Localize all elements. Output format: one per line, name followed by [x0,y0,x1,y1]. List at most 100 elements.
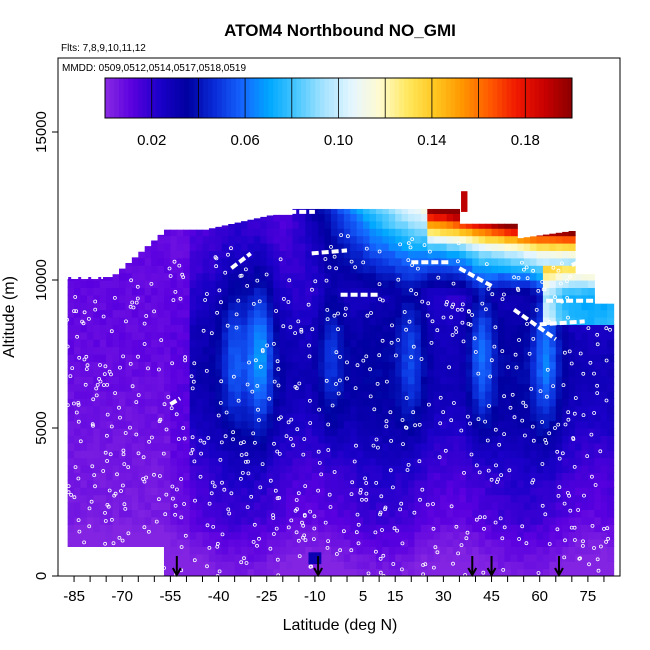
heatmap-cell [234,509,242,518]
heatmap-cell [542,465,550,473]
heatmap-cell [369,391,377,399]
heatmap-cell [395,354,403,362]
heatmap-cell [363,339,371,348]
observation-point [182,502,187,506]
heatmap-cell [106,524,114,533]
heatmap-cell [465,324,473,333]
observation-point [239,453,244,457]
heatmap-cell [530,568,538,576]
heatmap-cell [74,531,82,540]
heatmap-cell [273,243,281,251]
observation-point [433,545,438,550]
observation-point [384,424,389,429]
heatmap-cell [440,405,448,414]
heatmap-cell [330,324,338,333]
heatmap-cell [440,450,448,459]
heatmap-cell [472,391,480,399]
heatmap-cell [388,405,396,414]
heatmap-cell [497,346,505,355]
heatmap-cell [350,354,358,362]
heatmap-cell [427,546,435,555]
heatmap-cell [440,302,448,311]
heatmap-cell [183,398,191,407]
heatmap-cell [260,265,268,274]
colorbar-segment [525,78,531,118]
observation-point [308,509,313,514]
heatmap-cell [510,502,518,510]
heatmap-cell [279,502,287,510]
heatmap-cell [375,346,383,355]
heatmap-cell [144,457,152,466]
colorbar-segment [137,78,143,118]
observation-point [76,402,81,407]
heatmap-cell [395,428,403,436]
heatmap-cell [395,524,403,533]
observation-point [302,514,307,518]
heatmap-cell [247,465,255,473]
heatmap-cell [286,502,294,510]
heatmap-cell [504,391,512,399]
heatmap-cell [555,243,563,251]
heatmap-cell [343,442,351,451]
heatmap-cell [119,413,127,422]
heatmap-cell [273,383,281,392]
observation-point [353,386,358,391]
heatmap-cell [176,361,184,370]
observation-point [179,515,184,520]
heatmap-cell [131,309,139,318]
heatmap-cell [202,509,210,518]
heatmap-cell [369,324,377,333]
heatmap-cell [260,272,268,281]
heatmap-cell [196,287,204,296]
heatmap-cell [260,294,268,303]
observation-point [332,313,337,318]
heatmap-cell [273,465,281,473]
heatmap-cell [337,531,345,540]
observation-point [540,279,545,284]
heatmap-cell [427,509,435,518]
heatmap-cell [202,465,210,473]
observation-point [408,245,413,250]
heatmap-cell [253,546,261,555]
heatmap-cell [408,208,416,214]
heatmap-cell [112,465,120,473]
heatmap-cell [517,568,525,576]
heatmap-cell [369,398,377,407]
heatmap-cell [67,302,75,311]
heatmap-cell [318,457,326,466]
observation-point [407,319,412,324]
heatmap-cell [440,502,448,510]
heatmap-cell [157,324,165,333]
heatmap-cell [401,428,409,436]
heatmap-cell [491,265,499,274]
heatmap-cell [292,398,300,407]
observation-point [380,528,384,532]
colorbar-segment [483,78,489,118]
heatmap-cell [575,346,583,355]
heatmap-cell [221,331,229,340]
heatmap-cell [517,398,525,407]
heatmap-cell [607,509,615,518]
heatmap-cell [375,354,383,362]
heatmap-cell [151,302,159,311]
heatmap-cell [401,457,409,466]
heatmap-cell [330,243,338,251]
heatmap-cell [420,354,428,362]
heatmap-cell [138,450,146,459]
heatmap-cell [581,368,589,377]
heatmap-cell [427,302,435,311]
heatmap-cell [446,450,454,459]
observation-point [390,485,395,490]
heatmap-cell [93,531,101,540]
chart-title: ATOM4 Northbound NO_GMI [224,21,456,40]
heatmap-cell [144,428,152,436]
heatmap-cell [459,324,467,333]
heatmap-cell [350,368,358,377]
heatmap-cell [600,561,608,570]
observation-point [170,484,175,489]
heatmap-cell [600,309,608,318]
heatmap-cell [536,235,544,237]
heatmap-cell [369,317,377,325]
heatmap-cell [388,317,396,325]
heatmap-cell [542,361,550,370]
